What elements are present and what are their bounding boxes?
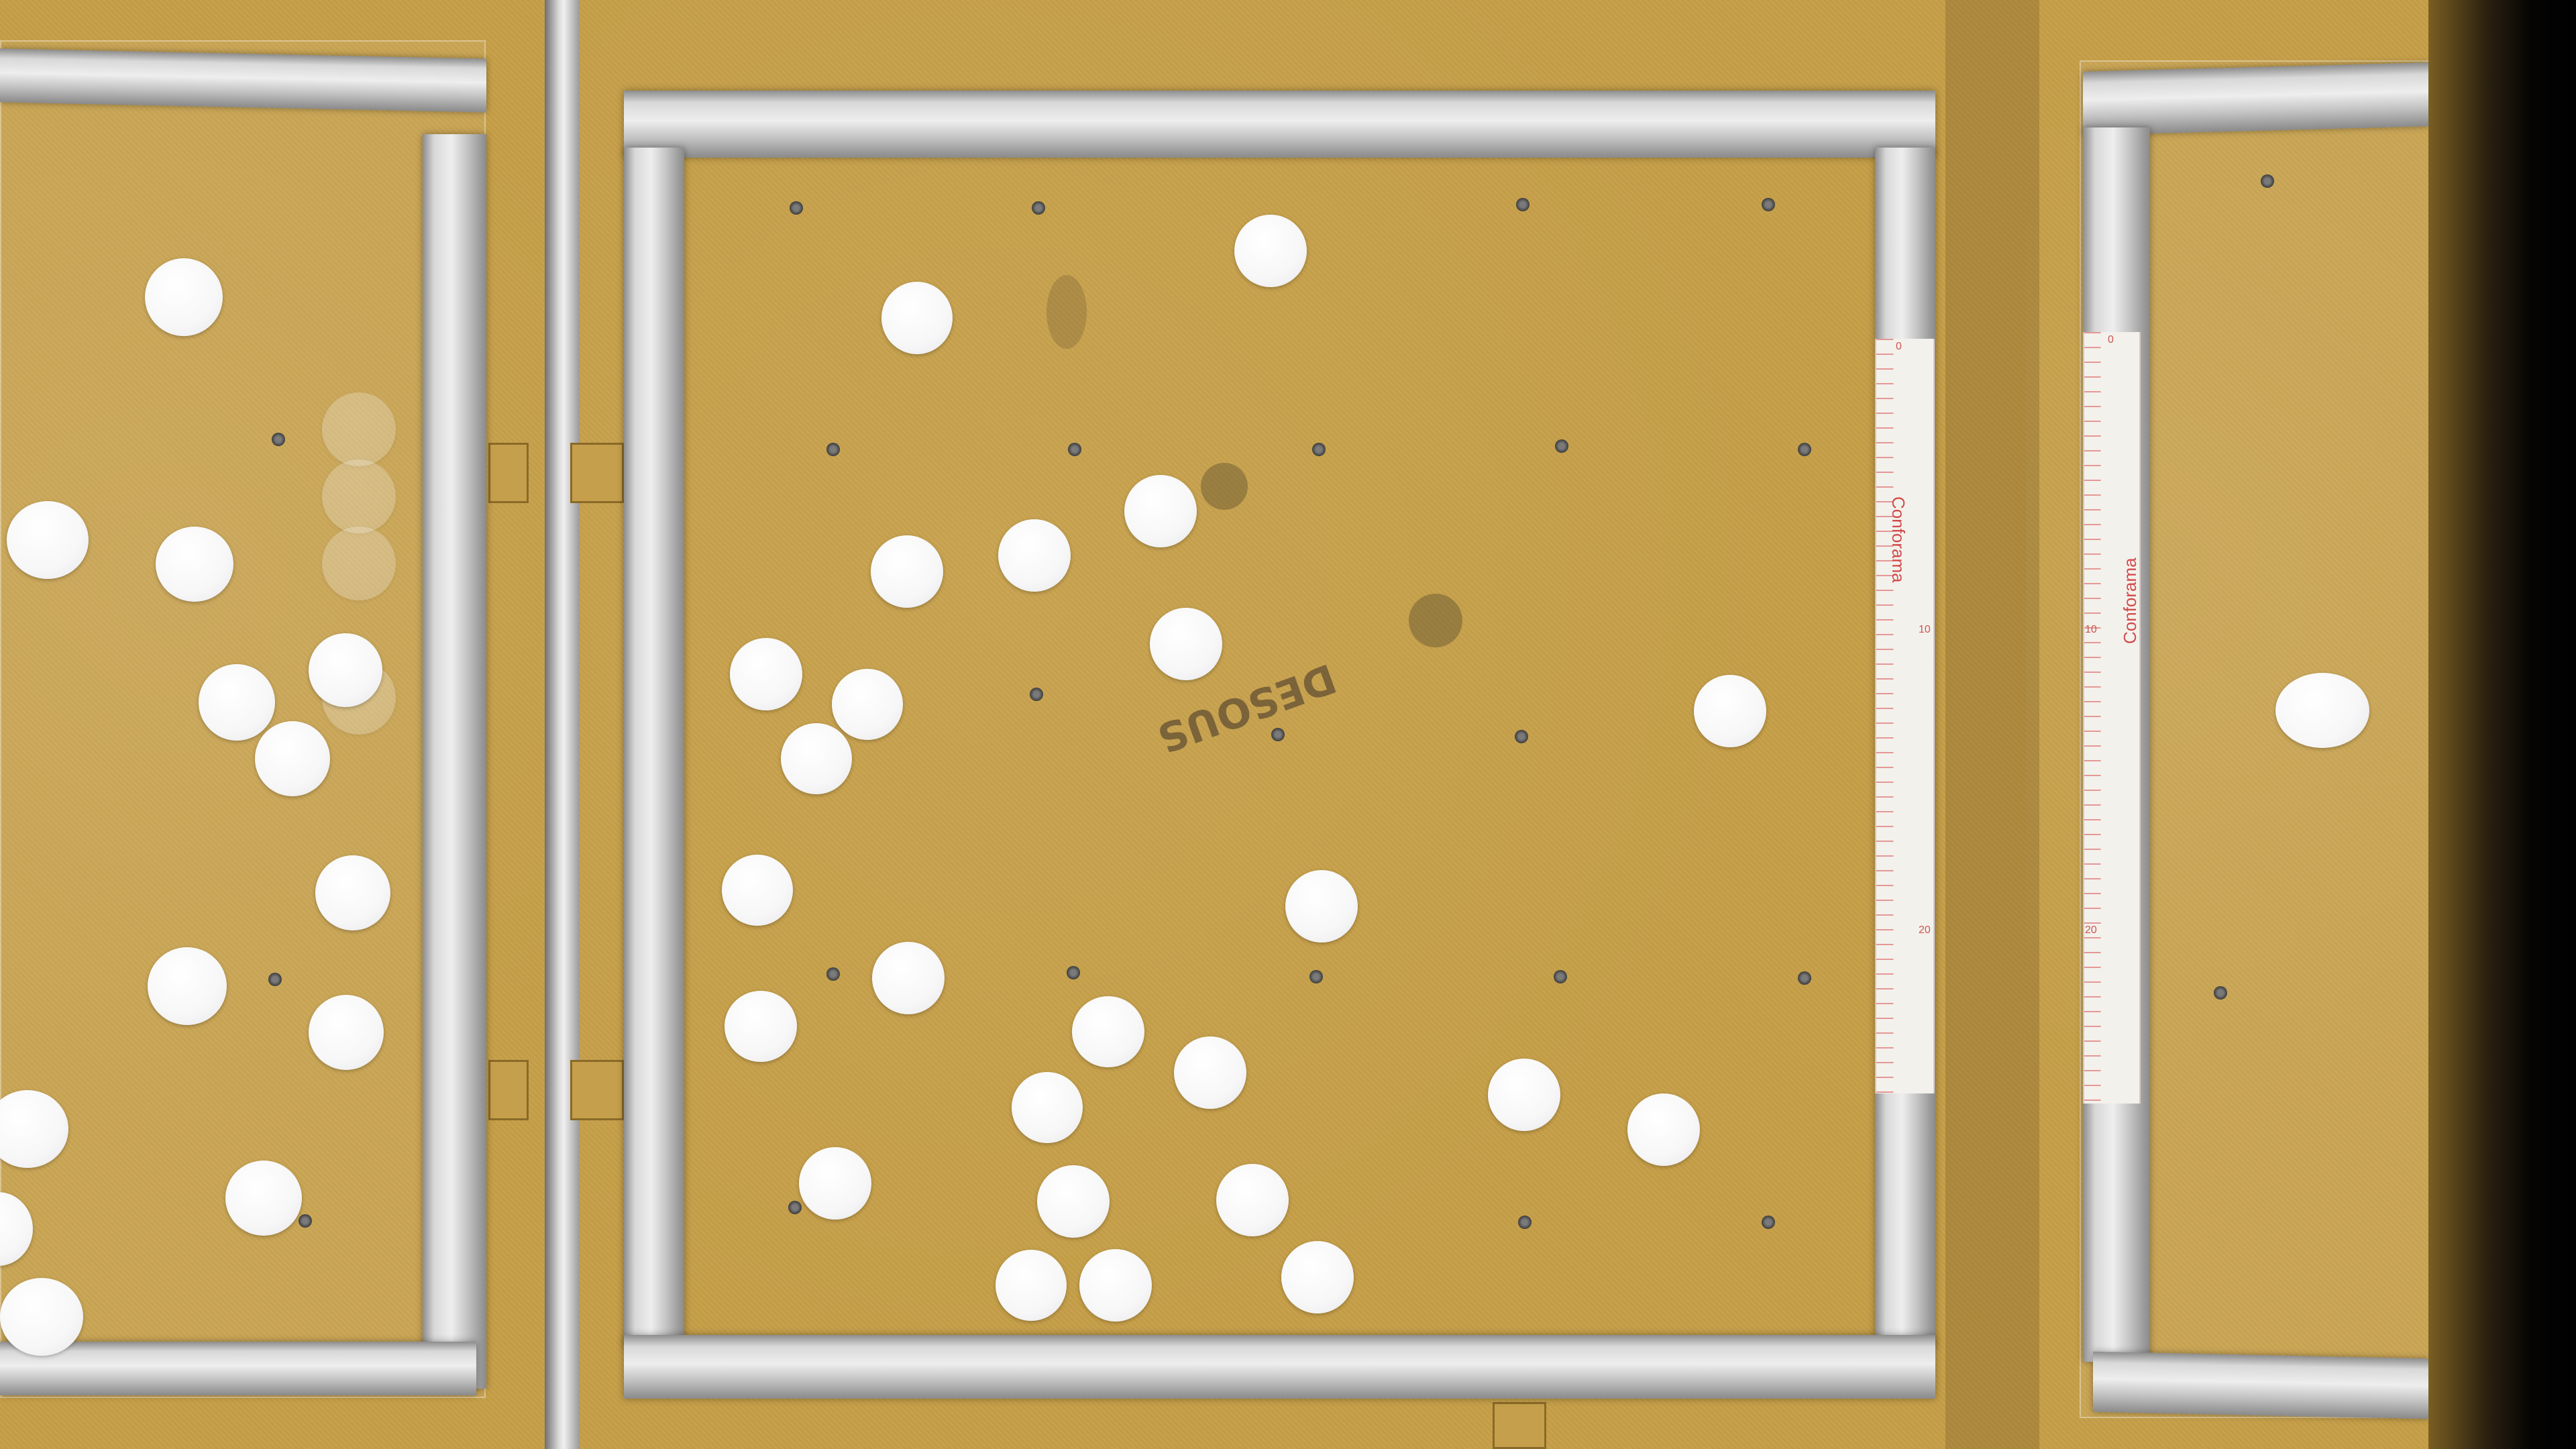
- screw: [1515, 730, 1528, 743]
- right-frame-top-rail: [2083, 62, 2428, 136]
- white-disk: [1124, 475, 1197, 547]
- cork-shadow-band: [1945, 0, 2039, 1449]
- center-measuring-tape: [1875, 339, 1935, 1093]
- floor-stain: [1201, 463, 1248, 510]
- screw: [788, 1201, 802, 1214]
- center-frame-bottom-rail: [624, 1335, 1935, 1399]
- white-disk: [0, 1278, 83, 1356]
- white-disk: [872, 942, 945, 1014]
- white-disk: [255, 721, 330, 796]
- screw: [1762, 1216, 1775, 1229]
- white-disk: [309, 633, 382, 707]
- wood-block: [488, 443, 529, 503]
- left-frame-right-rail: [423, 134, 486, 1389]
- screw: [2261, 174, 2274, 188]
- white-disk: [998, 519, 1071, 592]
- screw: [826, 443, 840, 456]
- wood-block: [488, 1060, 529, 1120]
- white-disk: [1012, 1072, 1083, 1143]
- screw: [1798, 443, 1811, 456]
- screw: [790, 201, 803, 215]
- white-disk: [315, 855, 390, 930]
- screw: [1798, 971, 1811, 985]
- center-tape-brand-label: Conforama: [1888, 496, 1909, 583]
- right-tape-mark-20: 20: [2085, 924, 2097, 936]
- left-frame-top-rail: [0, 48, 486, 113]
- floor-stain: [1409, 594, 1462, 647]
- white-disk: [1234, 215, 1307, 287]
- white-disk: [199, 664, 275, 741]
- screw: [1067, 966, 1080, 979]
- white-disk: [1488, 1059, 1560, 1131]
- screw: [272, 433, 285, 446]
- white-disk: [996, 1250, 1067, 1321]
- screw: [1516, 198, 1529, 211]
- white-disk: [1174, 1036, 1246, 1109]
- screw: [299, 1214, 312, 1228]
- right-measuring-tape: [2083, 332, 2141, 1104]
- white-disk: [1216, 1164, 1289, 1236]
- white-disk: [799, 1147, 871, 1220]
- right-frame-bottom-rail: [2093, 1351, 2428, 1419]
- white-disk: [881, 282, 953, 354]
- white-disk: [1150, 608, 1222, 680]
- left-frame-bottom-rail: [0, 1342, 476, 1395]
- white-disk: [1079, 1249, 1152, 1322]
- center-frame-top-rail: [624, 91, 1935, 158]
- white-disk: [1285, 870, 1358, 943]
- white-disk: [724, 991, 797, 1062]
- white-disk: [1072, 996, 1144, 1067]
- white-disk: [7, 501, 89, 579]
- vertical-support-pole: [545, 0, 580, 1449]
- wood-block: [570, 1060, 624, 1120]
- center-tape-mark-20: 20: [1919, 924, 1931, 936]
- white-disk: [781, 723, 852, 794]
- white-disk: [1281, 1241, 1354, 1313]
- right-tape-mark-10: 10: [2085, 624, 2097, 635]
- white-disk: [1037, 1165, 1110, 1238]
- white-disk: [148, 947, 227, 1025]
- reflected-disk: [322, 527, 396, 600]
- white-disk: [1627, 1093, 1700, 1166]
- wood-block: [1493, 1402, 1546, 1449]
- white-disk: [145, 258, 223, 336]
- screw: [826, 967, 840, 981]
- right-tape-mark-0: 0: [2108, 334, 2114, 345]
- screw: [1312, 443, 1326, 456]
- white-disk: [730, 638, 802, 710]
- right-tape-brand-label: Conforama: [2120, 557, 2140, 644]
- screw: [1030, 688, 1043, 701]
- screw: [1518, 1216, 1532, 1229]
- white-disk: [2275, 673, 2369, 748]
- white-disk: [1694, 675, 1766, 747]
- screw: [268, 973, 282, 986]
- screw: [1271, 728, 1285, 741]
- center-frame-left-rail: [624, 148, 684, 1348]
- white-disk: [871, 535, 943, 608]
- screw: [1554, 970, 1567, 983]
- screw: [1762, 198, 1775, 211]
- camera-vignette-edge: [2428, 0, 2576, 1449]
- white-disk: [225, 1161, 302, 1236]
- center-tape-mark-0: 0: [1896, 341, 1902, 352]
- white-disk: [0, 1090, 68, 1168]
- cork-floor-center: [557, 0, 2026, 1449]
- white-disk: [309, 995, 384, 1070]
- center-tape-mark-10: 10: [1919, 624, 1931, 635]
- screw: [1068, 443, 1081, 456]
- floor-stain: [1046, 275, 1087, 349]
- reflected-disk: [322, 460, 396, 533]
- screw: [1309, 970, 1323, 983]
- reflected-disk: [322, 392, 396, 466]
- screw: [1032, 201, 1045, 215]
- screw: [2214, 986, 2227, 1000]
- white-disk: [722, 855, 793, 926]
- white-disk: [832, 669, 903, 740]
- screw: [1555, 439, 1568, 453]
- white-disk: [156, 527, 233, 602]
- wood-block: [570, 443, 624, 503]
